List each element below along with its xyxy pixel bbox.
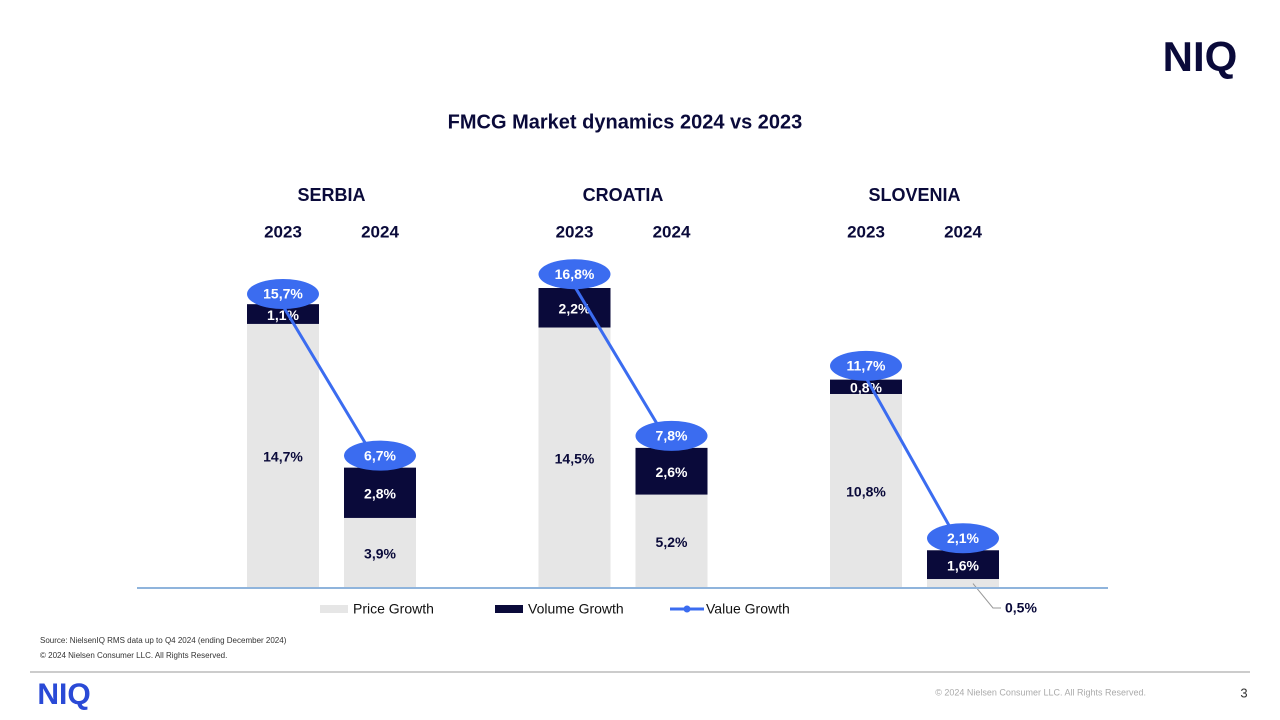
x-tick-label: 2023: [264, 222, 302, 241]
x-tick-label: 2024: [361, 222, 399, 241]
legend-swatch: [320, 605, 348, 613]
value-bubble: [830, 350, 902, 381]
data-label: 0,8%: [850, 380, 882, 396]
data-label: 7,8%: [656, 428, 688, 444]
footer-logo: NIQ: [37, 678, 90, 711]
data-label: 2,6%: [656, 464, 688, 480]
x-tick-label: 2024: [653, 222, 691, 241]
copyright-note: © 2024 Nielsen Consumer LLC. All Rights …: [40, 651, 227, 660]
page-number: 3: [1240, 685, 1247, 700]
data-label: 14,7%: [263, 449, 303, 465]
bar-segment: [635, 447, 708, 495]
data-label: 3,9%: [364, 546, 396, 562]
footer-copyright: © 2024 Nielsen Consumer LLC. All Rights …: [935, 687, 1146, 697]
value-line: [864, 377, 965, 552]
data-label: 2,8%: [364, 485, 396, 501]
value-bubble: [538, 259, 611, 290]
data-label: 5,2%: [656, 534, 688, 550]
group-label: SLOVENIA: [868, 185, 960, 205]
data-label: 11,7%: [847, 358, 886, 374]
x-tick-label: 2023: [847, 222, 885, 241]
bar-segment: [344, 517, 416, 588]
data-label: 2,1%: [947, 530, 979, 546]
bar-segment: [538, 327, 611, 588]
group-label: CROATIA: [583, 185, 664, 205]
legend-label: Price Growth: [353, 601, 434, 617]
bar-segment: [344, 467, 416, 518]
chart-title: FMCG Market dynamics 2024 vs 2023: [448, 111, 803, 133]
data-label: 6,7%: [364, 447, 396, 463]
logo: NIQ: [1163, 33, 1238, 80]
x-tick-label: 2024: [944, 222, 982, 241]
data-label: 1,6%: [947, 557, 979, 573]
leader-line: [972, 583, 1001, 609]
data-label: 2,2%: [559, 300, 591, 316]
bar-segment: [247, 323, 319, 588]
bar-segment: [830, 393, 902, 588]
x-tick-label: 2023: [556, 222, 594, 241]
data-label: 0,5%: [1005, 600, 1037, 616]
legend-swatch-marker: [683, 605, 691, 613]
source-note: Source: NielsenIQ RMS data up to Q4 2024…: [40, 636, 287, 645]
legend-swatch: [495, 605, 523, 613]
value-bubble: [635, 420, 708, 451]
data-label: 14,5%: [555, 450, 595, 466]
value-line: [281, 305, 382, 469]
data-label: 16,8%: [555, 266, 595, 282]
value-line: [573, 285, 673, 449]
bar-segment: [927, 550, 999, 580]
value-bubble: [927, 523, 999, 554]
bar-segment: [635, 494, 708, 588]
legend-label: Value Growth: [706, 601, 790, 617]
bar-segment: [247, 304, 319, 324]
data-label: 10,8%: [846, 484, 886, 500]
legend-label: Volume Growth: [528, 601, 624, 617]
value-bubble: [247, 278, 319, 309]
bar-segment: [927, 579, 999, 588]
bar-segment: [538, 288, 611, 328]
data-label: 15,7%: [263, 286, 303, 302]
bar-segment: [830, 379, 902, 394]
group-label: SERBIA: [297, 185, 365, 205]
value-bubble: [344, 440, 416, 471]
